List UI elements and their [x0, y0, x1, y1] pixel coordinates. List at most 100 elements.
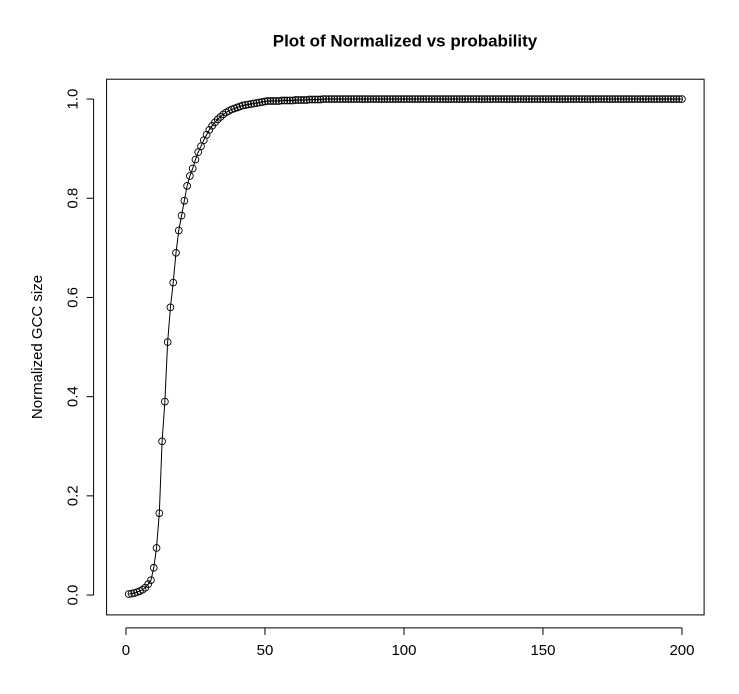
data-point	[325, 95, 333, 103]
data-point	[572, 95, 581, 103]
data-point	[244, 100, 253, 109]
data-point	[188, 164, 197, 173]
data-point	[500, 95, 508, 103]
data-point	[127, 589, 136, 598]
data-point	[469, 95, 478, 103]
data-point	[558, 95, 567, 103]
data-point	[644, 95, 653, 103]
data-point	[286, 96, 294, 105]
data-point	[661, 95, 670, 103]
data-point	[338, 95, 347, 103]
data-point	[319, 95, 328, 103]
data-point	[669, 95, 678, 103]
data-point	[174, 226, 183, 235]
data-point	[472, 95, 481, 103]
data-point	[430, 95, 439, 103]
data-point	[603, 95, 611, 103]
data-point	[394, 95, 403, 103]
data-point	[336, 95, 344, 103]
data-point	[586, 95, 595, 103]
data-point	[641, 95, 650, 103]
data-point	[516, 95, 525, 103]
data-point	[625, 95, 633, 103]
data-point	[266, 97, 275, 105]
data-point	[464, 95, 472, 103]
data-point	[183, 181, 191, 190]
data-point	[161, 397, 169, 406]
x-tick-label: 150	[530, 642, 555, 659]
data-point	[408, 95, 417, 103]
data-point	[402, 95, 411, 103]
data-point	[249, 99, 258, 108]
data-point	[527, 95, 536, 103]
data-point	[163, 338, 172, 346]
data-point	[169, 278, 178, 287]
data-point	[497, 95, 506, 103]
data-point	[305, 95, 314, 104]
data-point	[172, 248, 180, 257]
x-tick-label: 50	[257, 642, 274, 659]
data-point	[653, 95, 661, 103]
data-point	[358, 95, 367, 103]
data-point	[377, 95, 386, 103]
data-point	[583, 95, 592, 103]
data-point	[411, 95, 419, 103]
data-point	[213, 115, 222, 124]
data-point	[639, 95, 647, 103]
data-point	[177, 211, 186, 220]
data-point	[152, 544, 161, 552]
data-point	[444, 95, 453, 103]
data-point	[578, 95, 586, 103]
data-point	[522, 95, 531, 103]
data-point	[216, 113, 225, 121]
data-point	[658, 95, 667, 103]
data-point	[566, 95, 575, 103]
data-point	[650, 95, 659, 103]
data-point	[519, 95, 528, 103]
data-point	[619, 95, 628, 103]
x-tick-label: 0	[122, 642, 130, 659]
data-point	[261, 97, 269, 106]
data-point	[269, 97, 278, 105]
data-point	[591, 95, 600, 103]
data-point	[553, 95, 561, 103]
data-point	[605, 95, 614, 103]
data-point	[327, 95, 336, 103]
data-point	[355, 95, 364, 103]
data-point	[455, 95, 464, 103]
data-point	[594, 95, 603, 103]
data-point	[191, 155, 200, 164]
data-point	[366, 95, 375, 103]
data-point	[297, 96, 305, 104]
data-point	[149, 563, 158, 572]
data-point	[186, 172, 194, 180]
data-point	[675, 95, 684, 103]
data-point	[433, 95, 442, 103]
data-point	[672, 95, 681, 103]
data-point	[628, 95, 636, 103]
data-point	[486, 95, 494, 103]
data-point	[533, 95, 542, 103]
data-point	[350, 95, 358, 103]
y-tick-label: 0.2	[65, 485, 82, 506]
data-point	[272, 97, 280, 105]
data-point	[372, 95, 381, 103]
data-point	[550, 95, 558, 103]
y-tick-label: 0.4	[65, 386, 82, 407]
data-point	[180, 196, 189, 205]
data-point	[344, 95, 353, 103]
data-point	[580, 95, 589, 103]
data-point	[439, 95, 447, 103]
data-point	[655, 95, 664, 103]
data-point	[514, 95, 522, 103]
y-tick-label: 0.6	[65, 287, 82, 308]
data-point	[547, 95, 556, 103]
data-point	[166, 303, 175, 312]
data-point	[247, 100, 255, 108]
data-point	[313, 95, 322, 104]
data-point	[383, 95, 392, 103]
data-point	[505, 95, 514, 103]
data-point	[555, 95, 564, 103]
data-point	[361, 95, 369, 103]
